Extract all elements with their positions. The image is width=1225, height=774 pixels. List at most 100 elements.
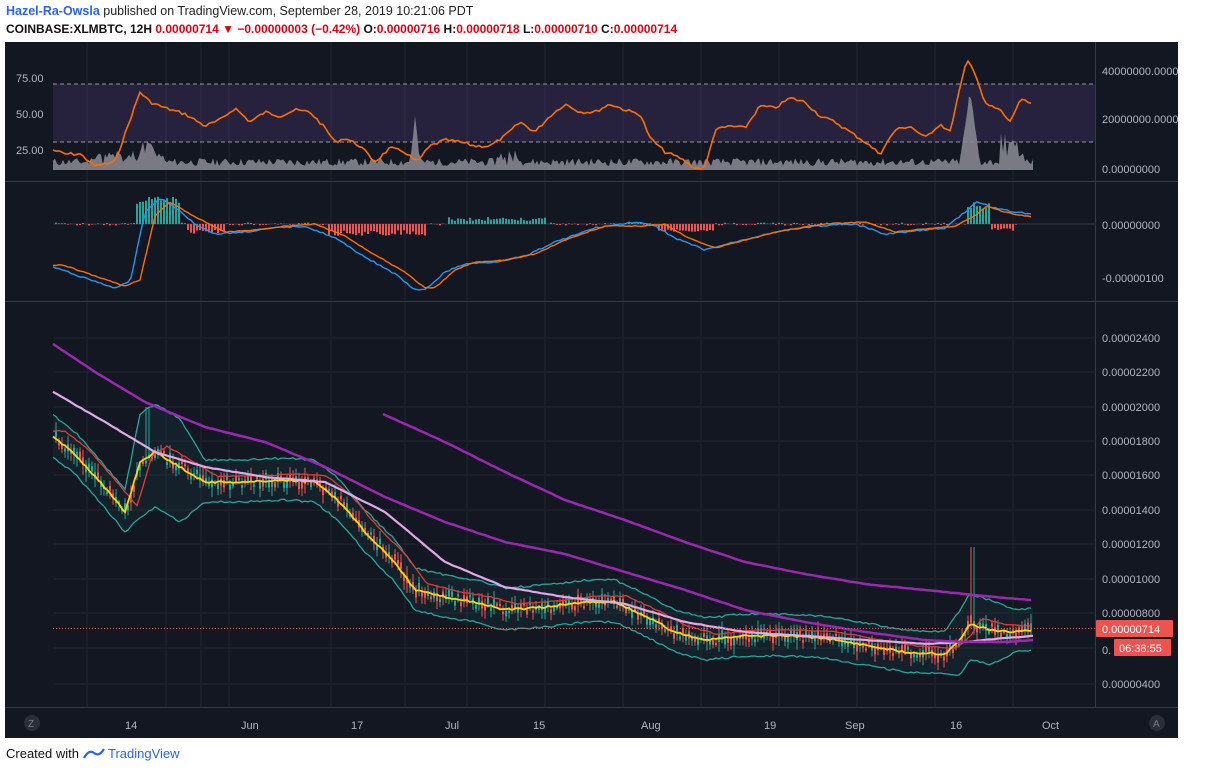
candle-body — [637, 612, 639, 620]
candle-body — [547, 600, 549, 606]
candle-body — [811, 630, 813, 636]
candle-body — [88, 463, 90, 470]
tradingview-logo-icon — [82, 746, 108, 761]
macd-hist-bar — [793, 222, 795, 224]
candle-body — [568, 598, 570, 605]
macd-hist-bar — [133, 223, 135, 224]
macd-hist-bar — [304, 222, 306, 224]
candle-body — [73, 447, 75, 455]
brand-link[interactable]: TradingView — [108, 746, 180, 761]
macd-hist-bar — [88, 224, 90, 226]
candle-body — [454, 601, 456, 606]
macd-hist-bar — [79, 224, 81, 226]
macd-hist-bar — [907, 224, 909, 226]
macd-hist-bar — [553, 223, 555, 224]
macd-hist-bar — [808, 224, 810, 225]
candle-body — [787, 637, 789, 642]
candle-body — [613, 596, 615, 601]
candle-body — [883, 649, 885, 655]
candle-body — [646, 617, 648, 625]
candle-body — [943, 656, 945, 661]
candle-body — [1030, 623, 1032, 631]
macd-hist-bar — [487, 217, 489, 224]
macd-hist-bar — [511, 219, 513, 224]
chart-canvas[interactable]: 75.00 50.00 25.00 40000000.00000000 2000… — [5, 42, 1178, 738]
candle-body — [622, 598, 624, 607]
candle-body — [481, 601, 483, 609]
macd-hist-bar — [142, 201, 144, 224]
candle-body — [877, 643, 879, 651]
candle-body — [928, 646, 930, 652]
macd-hist-bar — [736, 224, 738, 226]
candle-body — [607, 597, 609, 601]
macd-hist-bar — [364, 224, 366, 232]
macd-hist-bar — [391, 224, 393, 234]
candle-body — [1021, 626, 1023, 632]
candle-body — [550, 609, 552, 613]
macd-hist-bar — [538, 218, 540, 224]
macd-pane[interactable]: 0.00000000 -0.00000100 — [52, 196, 1164, 291]
candle-body — [202, 475, 204, 482]
candle-body — [964, 633, 966, 637]
macd-hist-bar — [718, 224, 720, 226]
macd-hist-bar — [745, 224, 747, 226]
candle-body — [247, 476, 249, 482]
candle-body — [277, 473, 279, 481]
macd-hist-bar — [262, 224, 264, 225]
macd-hist-bar — [925, 222, 927, 224]
macd-hist-bar — [775, 224, 777, 226]
candle-body — [223, 480, 225, 488]
high-value: 0.00000718 — [456, 22, 520, 36]
candle-body — [598, 601, 600, 608]
candle-body — [328, 488, 330, 492]
macd-hist-bar — [646, 224, 648, 226]
macd-hist-bar — [556, 224, 558, 225]
timezone-button[interactable] — [24, 715, 40, 731]
macd-hist-bar — [355, 224, 357, 236]
macd-hist-bar — [757, 222, 759, 224]
candle-body — [298, 481, 300, 490]
macd-hist-bar — [148, 197, 150, 224]
macd-hist-bar — [733, 222, 735, 224]
candle-body — [583, 606, 585, 609]
candle-body — [793, 629, 795, 638]
macd-hist-bar — [589, 223, 591, 224]
macd-hist-bar — [934, 224, 936, 225]
price-axis[interactable]: 0.00002400 0.00002200 0.00002000 0.00001… — [1102, 333, 1160, 691]
candle-body — [250, 476, 252, 483]
macd-hist-bar — [385, 224, 387, 236]
macd-hist-bar — [241, 224, 243, 226]
candle-body — [697, 638, 699, 645]
macd-hist-bar — [901, 222, 903, 224]
candle-body — [388, 551, 390, 556]
rsi-pane[interactable]: 75.00 50.00 25.00 40000000.00000000 2000… — [16, 59, 1178, 176]
macd-hist-bar — [274, 223, 276, 224]
macd-hist-bar — [967, 207, 969, 224]
price-tick-400: 0.00000400 — [1102, 679, 1160, 691]
candle-body — [772, 636, 774, 644]
candle-body — [70, 450, 72, 454]
candle-body — [493, 599, 495, 607]
candle-body — [139, 464, 141, 471]
macd-hist-bar — [424, 224, 426, 236]
macd-hist-bar — [166, 198, 168, 224]
time-label-jul: Jul — [445, 720, 459, 732]
candle-body — [145, 460, 147, 464]
candle-body — [505, 610, 507, 617]
symbol-label[interactable]: COINBASE:XLMBTC, 12H — [6, 22, 153, 36]
price-pane[interactable]: 0.00002400 0.00002200 0.00002000 0.00001… — [52, 333, 1173, 691]
macd-hist-bar — [223, 224, 225, 232]
ema-200-line-2 — [382, 412, 1032, 602]
candle-body — [862, 644, 864, 648]
macd-hist-bar — [187, 224, 189, 231]
macd-hist-bar — [517, 220, 519, 224]
macd-hist-bar — [982, 209, 984, 224]
candle-body — [499, 604, 501, 606]
time-axis[interactable]: 14 Jun 17 Jul 15 Aug 19 Sep 16 Oct Z A — [24, 715, 1165, 732]
author-link[interactable]: Hazel-Ra-Owsla — [6, 4, 100, 18]
rsi-tick-75: 75.00 — [16, 73, 44, 85]
macd-hist-bar — [175, 198, 177, 224]
candle-body — [913, 653, 915, 658]
auto-scale-button[interactable] — [1149, 715, 1165, 731]
macd-hist-bar — [58, 223, 60, 224]
